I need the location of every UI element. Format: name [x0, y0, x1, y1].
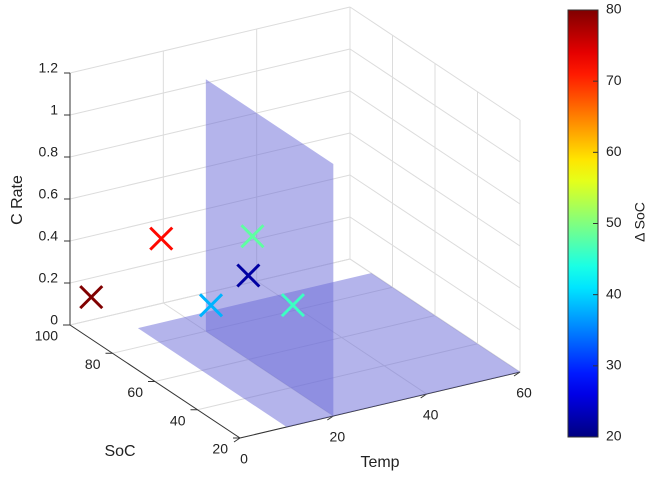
grid-line: [349, 48, 521, 163]
x-axis-title: Temp: [360, 454, 399, 471]
grid-line: [349, 174, 521, 289]
grid-line: [349, 6, 521, 121]
x-tick-label: 60: [516, 385, 532, 401]
data-point: [236, 263, 261, 288]
x-tick-label: 0: [240, 451, 248, 467]
x-tick-label: 40: [423, 407, 439, 423]
colorbar-tick-label: 70: [606, 72, 622, 88]
z-tick-label: 0: [50, 312, 58, 328]
grid-line: [349, 132, 521, 247]
z-axis-title: C Rate: [9, 175, 26, 225]
z-tick-label: 0.8: [39, 144, 59, 160]
grid-line: [349, 216, 521, 331]
colorbar-tick-label: 80: [606, 1, 622, 17]
x-tick-label: 20: [330, 429, 346, 445]
threshold-plane: [137, 273, 520, 427]
data-point: [280, 293, 305, 318]
plane-layer: [137, 79, 520, 427]
z-tick-label: 0.6: [39, 186, 59, 202]
colorbar-tick-label: 50: [606, 214, 622, 230]
z-tick-label: 0.2: [39, 270, 59, 286]
y-tick-label: 80: [85, 356, 101, 372]
colorbar-tick-label: 30: [606, 357, 622, 373]
y-tick-label: 100: [35, 328, 59, 344]
data-point: [198, 293, 224, 318]
y-tick-label: 20: [212, 441, 228, 457]
data-point: [240, 224, 265, 249]
axis-line: [69, 324, 241, 439]
y-tick-label: 60: [127, 384, 143, 400]
z-tick-label: 1: [50, 102, 58, 118]
y-axis-title: SoC: [104, 443, 135, 460]
grid-line: [69, 48, 351, 116]
z-tick-label: 1.2: [39, 60, 59, 76]
data-point: [79, 285, 104, 310]
grid-line: [69, 6, 351, 74]
y-tick-label: 40: [170, 412, 186, 428]
colorbar-tick-label: 40: [606, 285, 622, 301]
tick-mark: [233, 437, 241, 443]
mark-layer: [79, 224, 305, 318]
colorbar-tick-label: 20: [606, 428, 622, 444]
grid-line: [349, 90, 521, 205]
z-tick-label: 0.4: [39, 228, 59, 244]
colorbar-title: Δ SoC: [632, 202, 648, 242]
data-point: [149, 226, 174, 251]
colorbar-tick-label: 60: [606, 143, 622, 159]
